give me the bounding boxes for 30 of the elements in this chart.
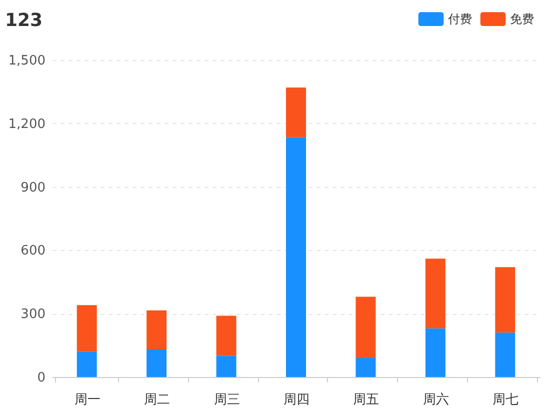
bar — [495, 332, 516, 377]
x-tick-label: 周五 — [353, 392, 380, 408]
bar — [76, 305, 97, 352]
y-tick-label: 0 — [37, 370, 46, 386]
y-tick-label: 300 — [20, 307, 46, 322]
chart-title: 123 — [5, 10, 43, 31]
bar — [146, 310, 167, 350]
bar — [425, 258, 446, 328]
x-tick-label: 周四 — [284, 392, 310, 408]
y-tick-label: 900 — [20, 180, 46, 196]
x-tick-label: 周一 — [74, 392, 100, 408]
y-tick-label: 1,200 — [8, 116, 46, 132]
y-tick-label: 1,500 — [8, 54, 46, 68]
bar — [286, 87, 306, 138]
x-tick-label: 周六 — [422, 392, 449, 408]
bar — [146, 350, 167, 377]
bar — [356, 358, 376, 377]
x-tick-label: 周三 — [214, 392, 240, 408]
legend-label: 免费 — [510, 12, 534, 26]
x-tick-label: 周七 — [492, 392, 519, 408]
x-tick-label: 周二 — [144, 392, 170, 408]
bar — [216, 356, 236, 377]
bar — [76, 352, 97, 377]
bar — [216, 316, 236, 356]
bar — [425, 328, 446, 377]
y-tick-label: 600 — [20, 244, 46, 259]
legend-label: 付费 — [447, 12, 472, 26]
bar — [495, 267, 516, 333]
bar — [356, 296, 376, 358]
bar — [286, 137, 306, 377]
